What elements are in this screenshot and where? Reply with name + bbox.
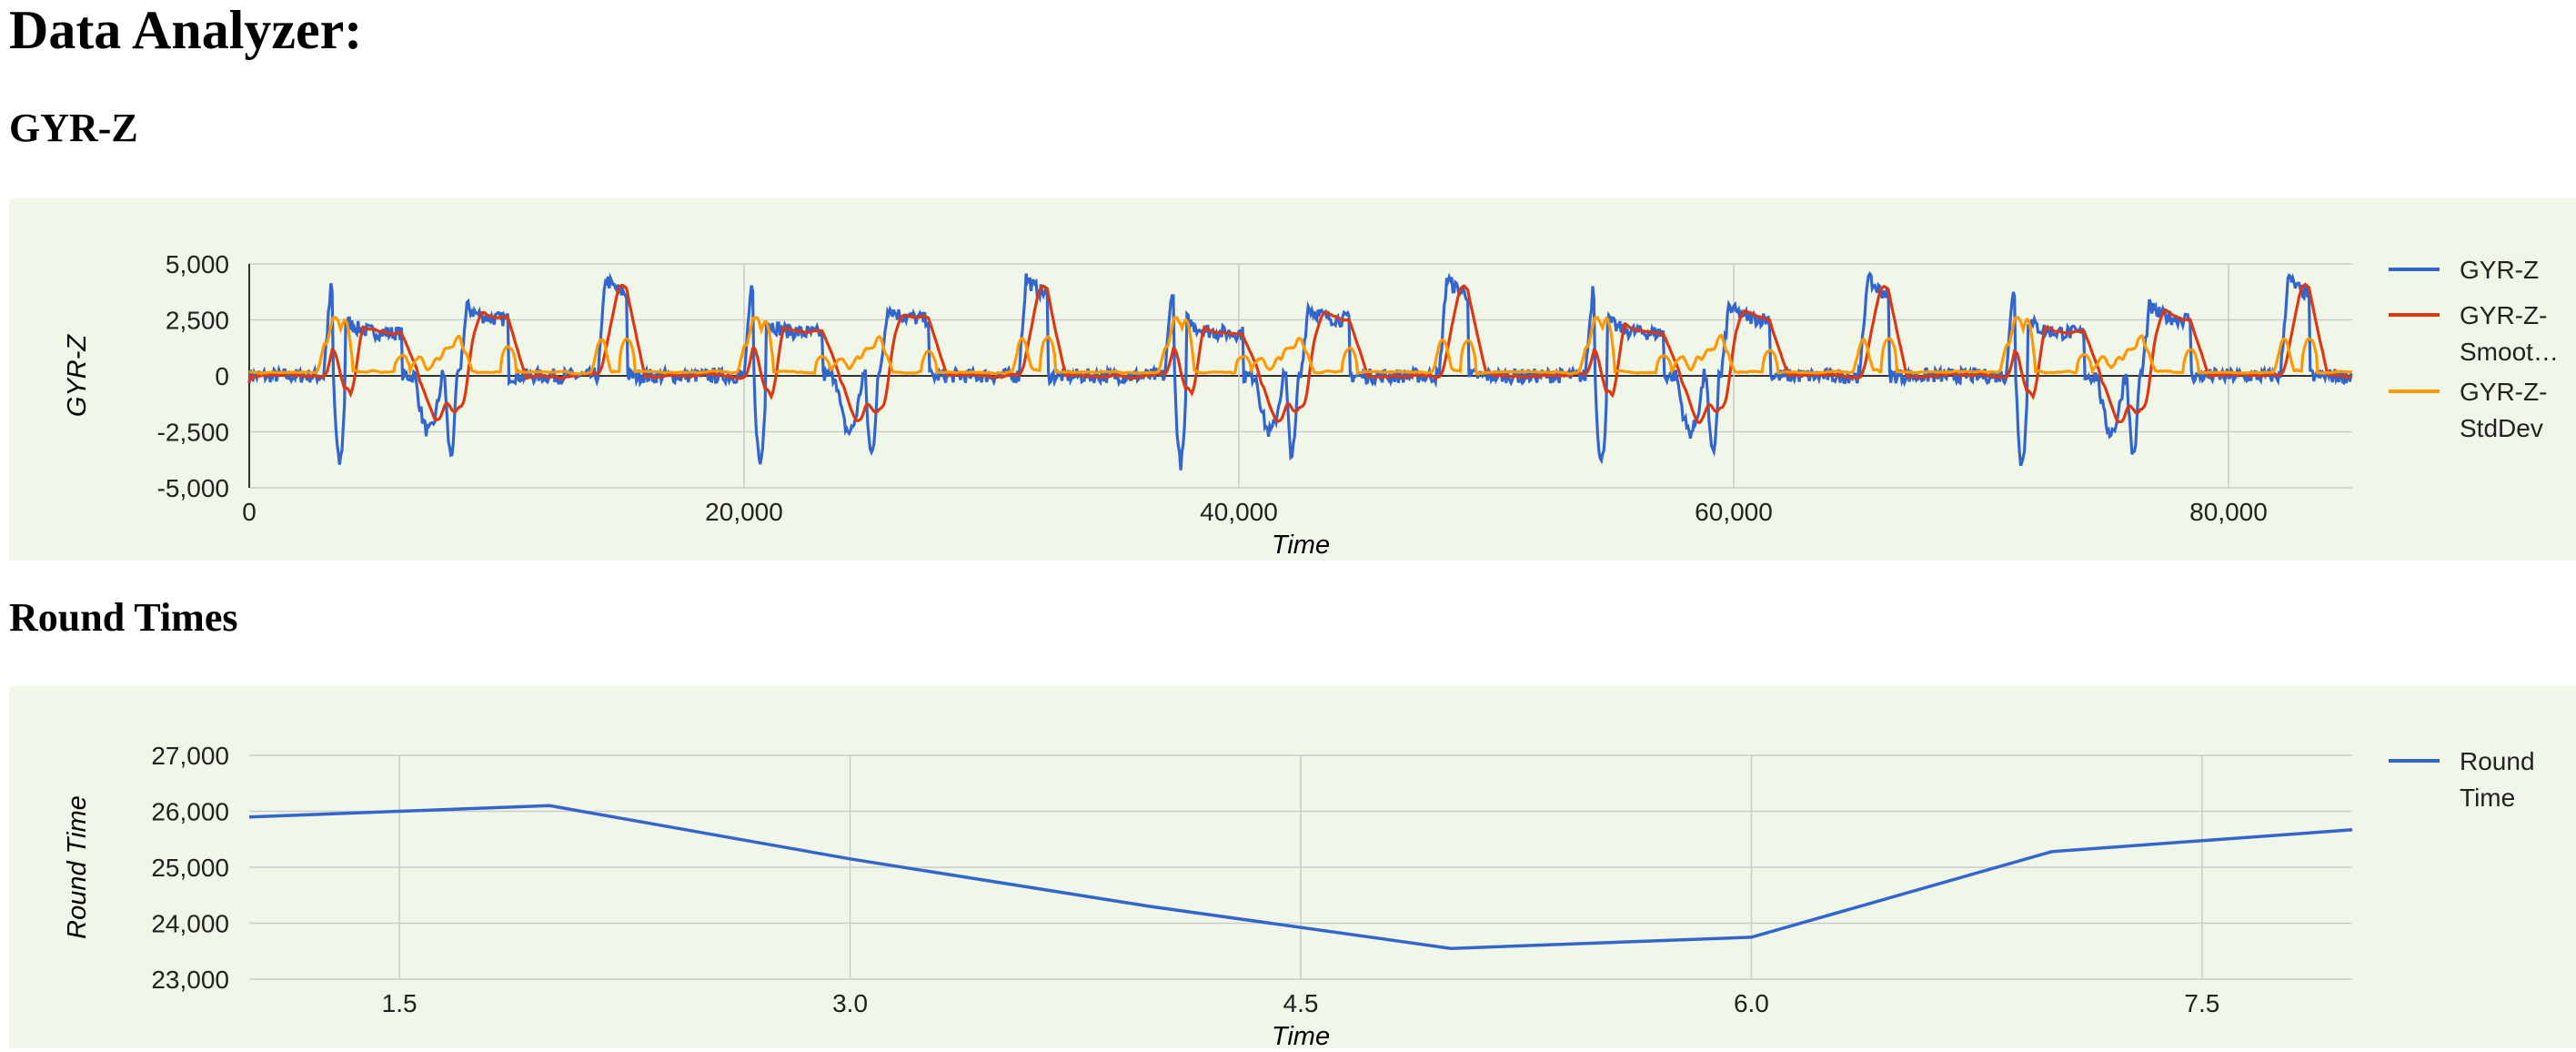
y-tick-label: 24,000 <box>151 910 229 938</box>
round-times-x-axis-title: Time <box>1272 1022 1330 1048</box>
gyr-z-y-axis-title: GYR-Z <box>63 334 92 418</box>
gyr-z-x-ticks: 0 20,000 40,000 60,000 80,000 <box>242 498 2268 526</box>
round-times-y-ticks: 27,000 26,000 25,000 24,000 23,000 <box>151 742 229 994</box>
round-times-section-title: Round Times <box>9 595 238 640</box>
x-tick-label: 20,000 <box>705 498 783 526</box>
series-line-gyr-z-stddev <box>249 316 2353 377</box>
round-times-y-axis-title: Round Time <box>63 795 92 939</box>
x-tick-label: 0 <box>242 498 257 526</box>
y-tick-label: 27,000 <box>151 742 229 770</box>
page-title: Data Analyzer: <box>9 0 363 60</box>
y-tick-label: 0 <box>215 362 229 390</box>
x-tick-label: 1.5 <box>382 989 418 1017</box>
legend-label: Round <box>2460 747 2535 775</box>
y-tick-label: 5,000 <box>166 250 229 278</box>
y-tick-label: -5,000 <box>157 474 229 502</box>
round-times-points <box>248 805 2353 949</box>
x-tick-label: 4.5 <box>1283 989 1319 1017</box>
round-times-chart: 27,000 26,000 25,000 24,000 23,000 1.5 3.0 4.5… <box>63 742 2535 1048</box>
gyr-z-x-axis-title: Time <box>1272 531 1330 560</box>
legend-label: GYR-Z- <box>2460 301 2547 329</box>
gyr-z-chart-panel: 5,000 2,500 0 -2,500 -5,000 0 20,000 40,000 60,… <box>9 198 2576 561</box>
gyr-z-legend: GYR-Z GYR-Z- Smoot… GYR-Z- StdDev <box>2389 256 2559 442</box>
series-line-gyr-z <box>247 270 2353 470</box>
gyr-z-y-ticks: 5,000 2,500 0 -2,500 -5,000 <box>157 250 229 502</box>
x-tick-label: 80,000 <box>2189 498 2268 526</box>
x-tick-label: 7.5 <box>2184 989 2219 1017</box>
y-tick-label: 26,000 <box>151 798 229 826</box>
series-line-gyr-z-smoothed <box>247 282 2352 425</box>
legend-label: GYR-Z- <box>2460 378 2547 406</box>
round-times-chart-panel: 27,000 26,000 25,000 24,000 23,000 1.5 3.0 4.5… <box>9 686 2576 1048</box>
round-times-legend: Round Time <box>2389 747 2535 812</box>
legend-label: Time <box>2460 784 2515 812</box>
series-line-round-time <box>248 804 2353 950</box>
x-tick-label: 6.0 <box>1734 989 1769 1017</box>
gyr-z-section-title: GYR-Z <box>9 106 138 150</box>
y-tick-label: 2,500 <box>166 307 229 335</box>
legend-label: Smoot… <box>2460 338 2559 366</box>
legend-label: GYR-Z <box>2460 256 2539 284</box>
round-times-series-lines <box>248 804 2353 950</box>
x-tick-label: 3.0 <box>832 989 868 1017</box>
y-tick-label: 23,000 <box>151 966 229 994</box>
round-times-x-ticks: 1.5 3.0 4.5 6.0 7.5 <box>382 989 2220 1017</box>
gyr-z-series-lines <box>247 270 2353 470</box>
legend-label: StdDev <box>2460 414 2543 442</box>
y-tick-label: 25,000 <box>151 854 229 882</box>
y-tick-label: -2,500 <box>157 419 229 447</box>
round-times-gridlines <box>249 754 2352 980</box>
gyr-z-chart: 5,000 2,500 0 -2,500 -5,000 0 20,000 40,000 60,… <box>63 250 2559 560</box>
x-tick-label: 60,000 <box>1695 498 1773 526</box>
x-tick-label: 40,000 <box>1200 498 1278 526</box>
